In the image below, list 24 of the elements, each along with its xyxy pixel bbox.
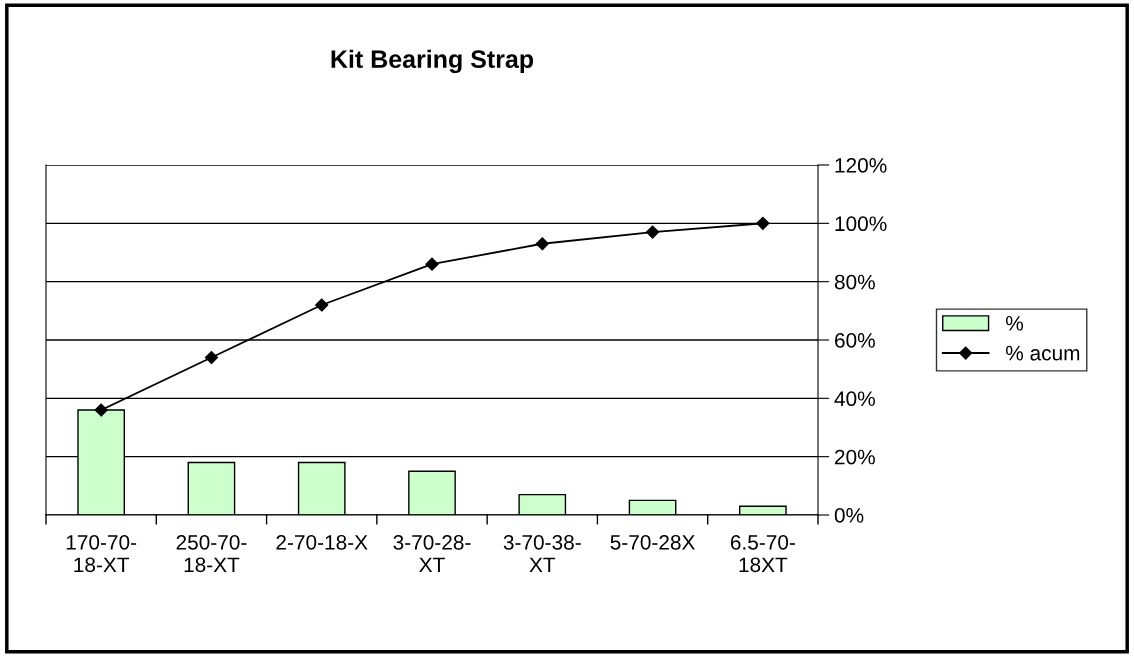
chart-title: Kit Bearing Strap (331, 49, 534, 74)
y-tick-label: 60% (835, 333, 875, 348)
x-tick-label: 170-70- 18-XT (66, 534, 137, 573)
point (425, 257, 439, 271)
x-tick-label: 3-70-28- XT (393, 534, 471, 572)
y-tick-label: 100% (835, 216, 887, 232)
point (756, 216, 770, 230)
y-tick-label: 0% (834, 508, 864, 523)
x-tick-label: 250-70- 18-XT (176, 534, 247, 573)
point (94, 403, 108, 417)
x-tick-label: 3-70-38- XT (503, 534, 581, 572)
point (535, 237, 549, 251)
y-tick-label: 80% (834, 274, 875, 290)
point (204, 350, 219, 365)
x-tick-label: 2-70-18-X (276, 534, 368, 550)
y-tick-label: 40% (834, 391, 875, 407)
legend-label: % acum (1005, 345, 1080, 361)
x-tick-label: 6.5-70- 18XT (730, 534, 795, 573)
y-tick-label: 20% (835, 449, 875, 465)
legend-label: % (1005, 316, 1024, 331)
point (645, 225, 660, 239)
x-tick-label: 5-70-28X (610, 534, 695, 550)
point (315, 298, 329, 312)
y-tick-label: 120% (835, 158, 887, 173)
